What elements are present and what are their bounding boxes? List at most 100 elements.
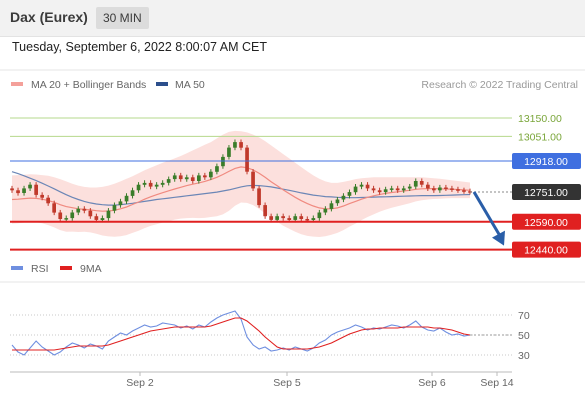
candle <box>281 216 285 219</box>
pivot-tag <box>512 152 581 169</box>
price-levels: 13150.00 13051.00 12918.00 12751.00 12590.00… <box>10 113 581 258</box>
candle <box>10 188 14 191</box>
current-price-label: 12751.00 <box>524 187 568 199</box>
candle <box>178 175 183 180</box>
candle <box>450 188 454 190</box>
candle <box>275 216 279 220</box>
x-tick-label: Sep 2 <box>126 377 154 389</box>
x-tick-label: Sep 6 <box>418 377 446 389</box>
candle <box>22 188 26 193</box>
candle <box>462 190 466 192</box>
candle <box>34 184 38 195</box>
candle <box>184 177 189 180</box>
legend-swatch-9ma <box>60 266 72 270</box>
candle <box>154 184 159 187</box>
forecast-arrow-shaft <box>472 191 503 239</box>
candle <box>40 194 44 198</box>
rsi-9ma-line <box>12 317 471 351</box>
rsi-plot: 70 50 30 <box>10 310 530 362</box>
candle <box>209 171 213 178</box>
candle <box>215 166 219 172</box>
candle <box>197 175 201 181</box>
support-tag <box>512 213 581 230</box>
candle <box>148 182 153 187</box>
price-plot <box>10 130 472 237</box>
candle <box>64 218 69 220</box>
candle <box>269 216 273 220</box>
candle <box>16 190 20 194</box>
current-price-tag <box>512 183 581 200</box>
candle <box>239 142 243 148</box>
candle <box>124 195 129 202</box>
candle <box>365 184 370 189</box>
candle <box>28 184 32 189</box>
candle <box>438 187 442 191</box>
candle <box>335 199 340 204</box>
support-tag <box>512 241 581 258</box>
candle <box>347 192 352 196</box>
x-axis: Sep 2 Sep 5 Sep 6 Sep 14 <box>126 372 514 389</box>
candle <box>227 147 231 157</box>
candle <box>257 188 261 206</box>
candle <box>323 208 328 213</box>
candle <box>383 189 388 193</box>
ma20-line <box>11 166 471 212</box>
candle <box>377 190 382 193</box>
candle <box>305 219 310 221</box>
candle <box>263 205 267 217</box>
timestamp: Tuesday, September 6, 2022 8:00:07 AM CE… <box>12 40 268 54</box>
price-legend: MA 20 + Bollinger Bands MA 50 Research ©… <box>11 79 578 91</box>
candle <box>221 156 225 167</box>
header-bar: Dax (Eurex) 30 MIN <box>0 0 585 37</box>
legend-label-ma20: MA 20 + Bollinger Bands <box>31 79 146 91</box>
candle <box>371 188 376 191</box>
candle <box>341 195 346 200</box>
forecast-arrow-head <box>492 230 505 246</box>
candle <box>70 212 75 219</box>
candle <box>317 212 322 219</box>
legend-label-rsi: RSI <box>31 263 49 275</box>
candle <box>389 188 394 190</box>
candle <box>233 142 237 148</box>
candle <box>353 186 358 193</box>
legend-swatch-ma50 <box>156 82 168 86</box>
candle <box>118 201 123 206</box>
candle <box>401 188 406 191</box>
candle <box>46 197 50 204</box>
candle <box>395 188 400 191</box>
instrument-title: Dax (Eurex) <box>10 9 88 25</box>
candle <box>419 181 424 185</box>
candle <box>299 216 304 219</box>
rsi-tick-label: 70 <box>518 310 530 322</box>
candle <box>426 184 430 189</box>
candle <box>311 218 316 220</box>
candle <box>432 188 436 191</box>
candle <box>359 184 364 187</box>
ma50-line <box>11 171 471 206</box>
candle <box>106 210 111 219</box>
rsi-tick-label: 50 <box>518 330 530 342</box>
pivot-label: 12918.00 <box>524 156 568 168</box>
rsi-tick-label: 30 <box>518 350 530 362</box>
candle <box>130 190 135 196</box>
candle <box>172 175 177 180</box>
legend-swatch-rsi <box>11 266 23 270</box>
candle <box>444 187 448 189</box>
candle <box>76 208 81 213</box>
legend-swatch-ma20 <box>11 82 23 86</box>
candle <box>456 189 460 191</box>
resistance-label: 13051.00 <box>518 131 562 143</box>
candle <box>245 147 249 172</box>
support-label: 12590.00 <box>524 217 568 229</box>
timeframe-button[interactable]: 30 MIN <box>96 7 149 29</box>
candle <box>293 216 298 220</box>
legend-label-ma50: MA 50 <box>175 79 205 91</box>
x-tick-label: Sep 14 <box>480 377 513 389</box>
rsi-line <box>11 310 471 356</box>
candle <box>88 210 93 217</box>
candle <box>287 218 292 220</box>
candle <box>203 175 207 178</box>
support-label: 12440.00 <box>524 245 568 257</box>
candle <box>251 171 255 189</box>
